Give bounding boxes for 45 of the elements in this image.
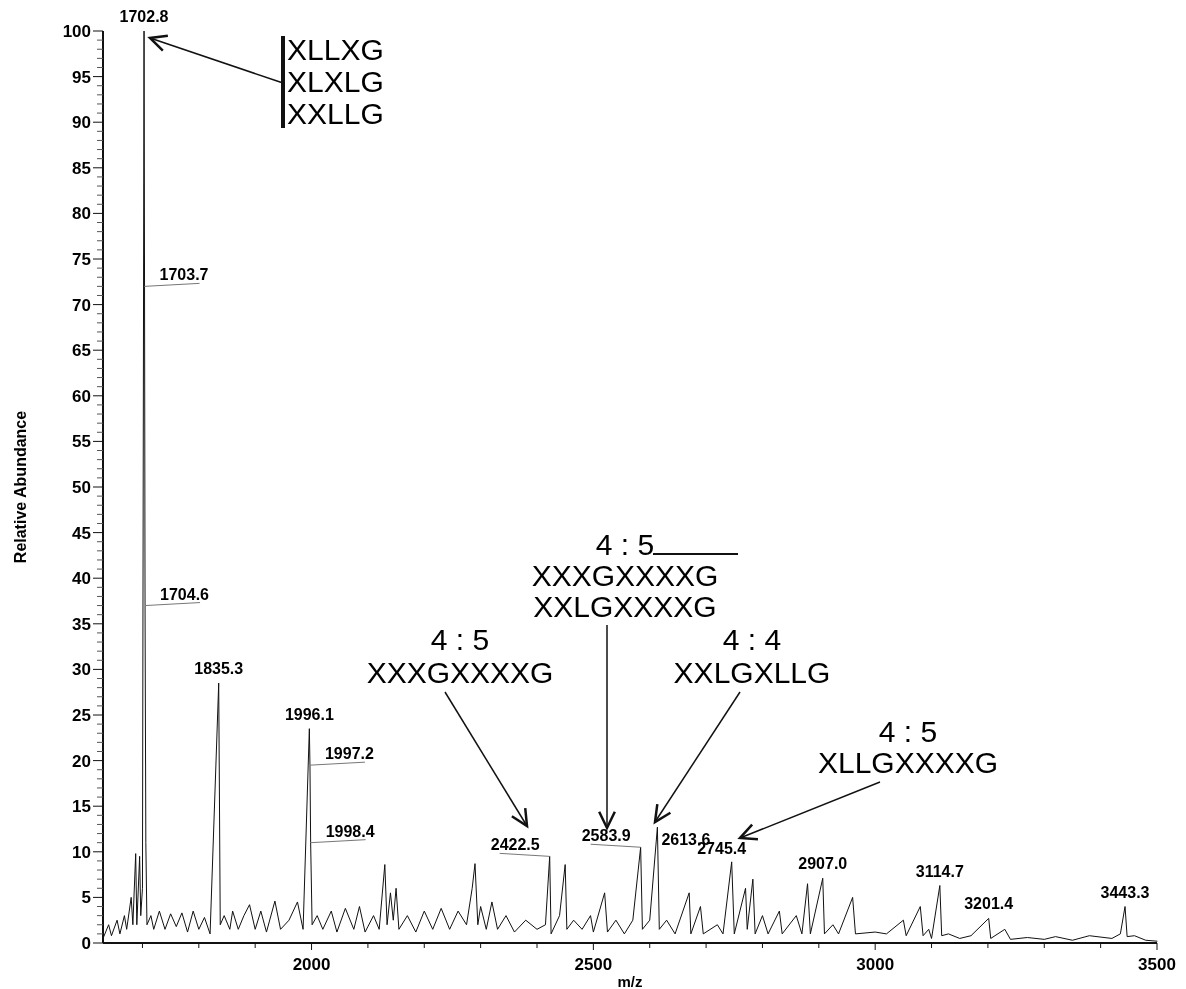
y-tick-label: 70: [72, 295, 91, 315]
annotation: 3443.3: [1100, 883, 1150, 901]
x-tick-label: 2000: [292, 955, 331, 974]
y-tick-label: 90: [72, 113, 91, 133]
annotation: 4 : 5 XXXGXXXXG: [366, 623, 554, 689]
y-tick-label: 75: [72, 249, 91, 269]
y-tick-label: 15: [72, 797, 91, 817]
y-tick-label: 30: [72, 660, 91, 680]
y-tick-label: 65: [72, 341, 91, 361]
y-tick-label: 80: [72, 204, 91, 224]
x-tick-label: 2500: [574, 955, 613, 974]
y-tick-label: 60: [72, 386, 91, 406]
annotation: 2583.9: [581, 827, 631, 845]
x-tick-label: 3000: [856, 955, 895, 974]
annotation: 1702.8: [119, 8, 169, 25]
annotation: 1703.7: [159, 266, 209, 284]
annotation: XLLXG XLXLG XXLLG: [287, 33, 384, 130]
annotation: 4 : 5 XXXGXXXXG XXLGXXXXG: [531, 528, 719, 623]
annotation: 3201.4: [964, 895, 1014, 913]
y-tick-label: 40: [72, 569, 91, 589]
y-tick-label: 100: [62, 21, 91, 41]
annotation: 2422.5: [490, 836, 540, 854]
y-tick-label: 0: [81, 933, 91, 953]
y-tick-label: 45: [72, 523, 91, 543]
y-tick-label: 35: [72, 614, 91, 634]
y-tick-label: 10: [72, 842, 91, 862]
annotation: 4 : 5 XLLGXXXXG: [817, 715, 999, 779]
annotation: 4 : 4 XXLGXLLG: [673, 623, 831, 689]
annotation: 3114.7: [915, 862, 964, 880]
annotation: 2907.0: [798, 855, 848, 873]
x-tick-label: 3500: [1138, 955, 1176, 974]
y-tick-label: 95: [72, 67, 91, 87]
y-axis-title: Relative Abundance: [12, 410, 29, 564]
y-tick-label: 25: [72, 705, 91, 725]
annotation: 1835.3: [194, 660, 244, 678]
y-tick-label: 5: [81, 888, 91, 908]
x-axis-title: m/z: [617, 973, 643, 989]
annotation: 1998.4: [325, 822, 375, 840]
y-tick-label: 20: [72, 751, 91, 771]
y-tick-label: 55: [72, 432, 91, 452]
annotation: 1704.6: [160, 585, 210, 603]
annotation: 1997.2: [324, 745, 375, 763]
y-tick-label: 85: [72, 158, 91, 178]
y-tick-label: 50: [72, 477, 91, 497]
annotation: 1996.1: [284, 705, 334, 723]
